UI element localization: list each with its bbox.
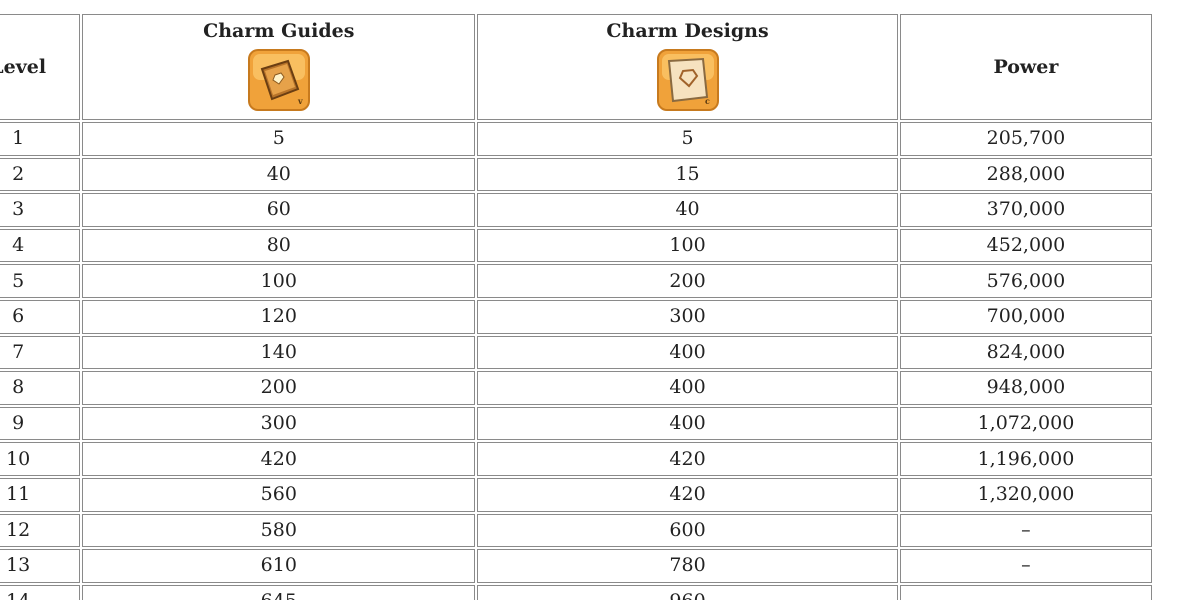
table-row: 5 100 200 576,000 (0, 264, 1152, 298)
table-row: 14645960– (0, 584, 1152, 600)
table-cell: 60 (82, 193, 476, 227)
header-cell: Level (0, 14, 81, 120)
table-cell: 452,000 (899, 228, 1152, 263)
table-row: 4 80 100 452,000 (0, 228, 1152, 263)
table-cell: 300 (82, 406, 476, 441)
header-text: Power (993, 56, 1059, 78)
table-row: 6 120 300 700,000 (0, 299, 1152, 334)
table-cell: 1,320,000 (899, 477, 1152, 512)
table-cell: 288,000 (899, 157, 1152, 192)
header-cell: Charm Guides v (82, 14, 476, 120)
table-body: 1 5 5 205,700 2 40 15 288,000 3 60 40 370,000 4 80 100… (0, 122, 1152, 600)
table-cell: 4 (0, 228, 81, 263)
table-cell: 9 (0, 406, 81, 441)
table-cell: 40 (82, 157, 476, 192)
table-cell: 645 (82, 584, 476, 600)
table-cell: – (899, 513, 1152, 548)
table-cell: 200 (477, 264, 898, 298)
svg-text:v: v (297, 96, 303, 106)
table-cell: 420 (82, 442, 476, 476)
table-cell: 80 (82, 228, 476, 263)
table-row: 1 5 5 205,700 (0, 122, 1152, 156)
table-cell: 2 (0, 157, 81, 192)
table-cell: 600 (477, 513, 898, 548)
table-cell: – (899, 549, 1152, 583)
table-cell: 1,196,000 (899, 442, 1152, 476)
table-cell: 824,000 (899, 335, 1152, 370)
table-cell: 700,000 (899, 299, 1152, 334)
table-cell: 15 (477, 157, 898, 192)
header-text: Charm Guides (203, 20, 355, 42)
table-cell: 610 (82, 549, 476, 583)
charm-table: Level Charm Guides v Charm Designs (0, 12, 1154, 600)
table-cell: – (899, 584, 1152, 600)
table-cell: 580 (82, 513, 476, 548)
table-cell: 7 (0, 335, 81, 370)
table-cell: 560 (82, 477, 476, 512)
charm-guide-icon: v (247, 49, 310, 111)
table-cell: 370,000 (899, 193, 1152, 227)
table-row: 3 60 40 370,000 (0, 193, 1152, 227)
table-cell: 400 (477, 406, 898, 441)
table-row: 13 610 780– (0, 549, 1152, 583)
table-header: Level Charm Guides v Charm Designs (0, 14, 1152, 120)
table-cell: 6 (0, 299, 81, 334)
table-row: 12 580 600– (0, 513, 1152, 548)
table-cell: 576,000 (899, 264, 1152, 298)
table-cell: 200 (82, 371, 476, 405)
table-cell: 11 (0, 477, 81, 512)
table-cell: 100 (477, 228, 898, 263)
table-cell: 10 (0, 442, 81, 476)
table-cell: 5 (0, 264, 81, 298)
table-row: 11 560 420 1,320,000 (0, 477, 1152, 512)
table-cell: 780 (477, 549, 898, 583)
charm-design-icon: c (656, 49, 719, 111)
table-cell: 12 (0, 513, 81, 548)
table-cell: 960 (477, 584, 898, 600)
table-cell: 3 (0, 193, 81, 227)
header-row: Level Charm Guides v Charm Designs (0, 14, 1152, 120)
header-text: Charm Designs (606, 20, 769, 42)
table-cell: 14 (0, 584, 81, 600)
header-text: Level (0, 56, 47, 78)
table-cell: 40 (477, 193, 898, 227)
table-row: 8 200 400 948,000 (0, 371, 1152, 405)
table-cell: 140 (82, 335, 476, 370)
table-cell: 205,700 (899, 122, 1152, 156)
table-cell: 8 (0, 371, 81, 405)
svg-text:c: c (705, 96, 710, 106)
table-row: 7 140 400 824,000 (0, 335, 1152, 370)
table-row: 9 300 400 1,072,000 (0, 406, 1152, 441)
table-cell: 5 (82, 122, 476, 156)
table-cell: 400 (477, 371, 898, 405)
header-cell: Power (899, 14, 1152, 120)
table-cell: 13 (0, 549, 81, 583)
table-cell: 948,000 (899, 371, 1152, 405)
table-cell: 5 (477, 122, 898, 156)
table-cell: 1 (0, 122, 81, 156)
table-cell: 400 (477, 335, 898, 370)
header-cell: Charm Designs c (477, 14, 898, 120)
table-cell: 100 (82, 264, 476, 298)
table-cell: 420 (477, 477, 898, 512)
table-cell: 120 (82, 299, 476, 334)
table-cell: 300 (477, 299, 898, 334)
table-row: 10 420 420 1,196,000 (0, 442, 1152, 476)
table-cell: 1,072,000 (899, 406, 1152, 441)
table-cell: 420 (477, 442, 898, 476)
table-row: 2 40 15 288,000 (0, 157, 1152, 192)
